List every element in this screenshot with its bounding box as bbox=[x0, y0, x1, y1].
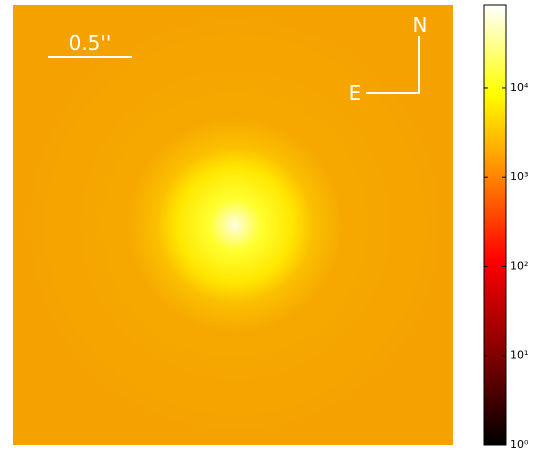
tick-label: 10¹ bbox=[510, 349, 528, 362]
tick-label: 10² bbox=[510, 259, 528, 272]
tick-label: 10⁰ bbox=[510, 438, 529, 450]
colorbar bbox=[483, 4, 507, 446]
north-label: N bbox=[413, 13, 428, 37]
tick-label: 10³ bbox=[510, 170, 528, 183]
image bbox=[13, 5, 453, 445]
compass bbox=[366, 36, 420, 94]
tick-label: 10⁴ bbox=[510, 81, 529, 94]
east-label: E bbox=[349, 81, 362, 105]
scale-label: 0.5'' bbox=[69, 31, 112, 55]
